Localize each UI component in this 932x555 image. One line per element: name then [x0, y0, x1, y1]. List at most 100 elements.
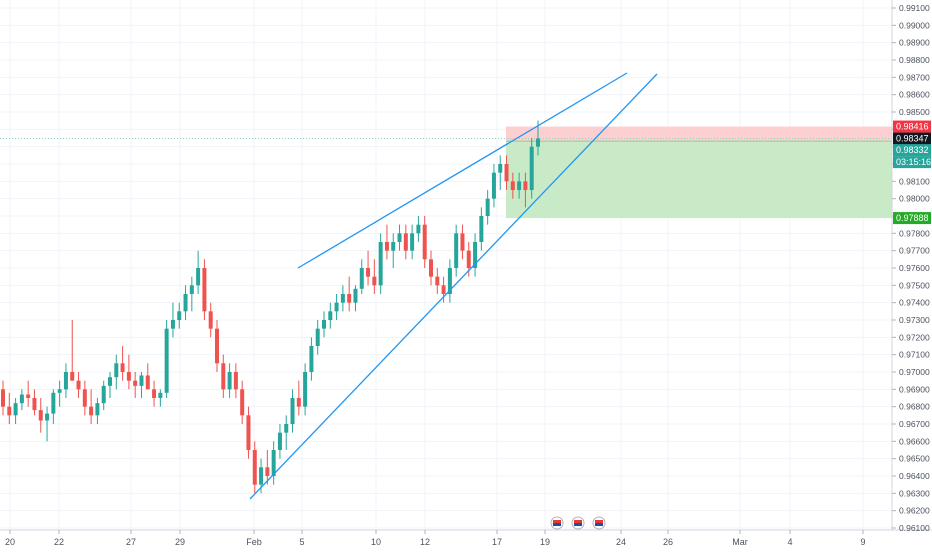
candle-body — [473, 242, 478, 268]
y-tick-label: 0.96800 — [899, 402, 930, 412]
candle — [510, 172, 515, 199]
candle-body — [466, 250, 471, 268]
candle-body — [403, 233, 408, 251]
flag-stripe-red — [574, 520, 582, 523]
candle — [391, 233, 396, 268]
candle — [309, 337, 314, 381]
y-tick-label: 0.96200 — [899, 506, 930, 516]
candle — [89, 389, 94, 424]
y-tick-label: 0.97200 — [899, 332, 930, 342]
candle-body — [139, 375, 144, 386]
x-tick-label: 19 — [540, 537, 550, 547]
y-tick-label: 0.97000 — [899, 367, 930, 377]
candle-body — [504, 164, 509, 182]
x-tick-label: 20 — [5, 537, 15, 547]
candle-body — [114, 363, 119, 378]
candle — [233, 363, 238, 398]
candle-body — [51, 392, 56, 414]
candle-body — [164, 328, 169, 393]
candle-body — [221, 363, 226, 390]
candle-body — [152, 389, 157, 398]
candle — [246, 406, 251, 459]
candle — [45, 406, 50, 442]
candle-body — [322, 320, 326, 329]
x-tick-label: 24 — [616, 537, 626, 547]
candle-body — [19, 394, 24, 404]
candle-body — [233, 372, 238, 390]
candle-body — [108, 377, 112, 386]
stop-price-tag: 0.98416 — [893, 120, 931, 133]
candle — [517, 172, 522, 199]
candle — [460, 224, 465, 260]
candle — [221, 354, 226, 398]
price-axis[interactable]: 0.99100 0.99000 0.98900 0.98800 0.98700 0.986… — [892, 3, 930, 533]
wedge-upper-trendline[interactable] — [297, 72, 628, 269]
candle-body — [101, 385, 106, 404]
candle-body — [202, 268, 207, 312]
candle — [196, 250, 201, 294]
candle-body — [422, 224, 427, 260]
candle — [271, 441, 276, 485]
y-tick-label: 0.97300 — [899, 315, 930, 325]
candle — [491, 164, 496, 208]
candle — [504, 155, 509, 190]
candle — [422, 216, 427, 268]
candle-body — [208, 311, 213, 329]
candle — [133, 372, 138, 398]
candle-body — [13, 403, 18, 416]
position-zones — [0, 126, 892, 219]
candle — [158, 389, 163, 407]
trendlines-layer[interactable] — [249, 72, 658, 500]
candle — [359, 259, 364, 294]
y-tick-label: 0.97400 — [899, 298, 930, 308]
candle-body — [196, 268, 201, 286]
candle-body — [460, 233, 465, 251]
candle-body — [227, 372, 232, 390]
candle — [63, 363, 68, 398]
flag-stripe-red — [595, 520, 603, 523]
x-tick-label: 26 — [663, 537, 673, 547]
x-tick-label: 17 — [492, 537, 502, 547]
candle-body — [126, 372, 131, 381]
x-tick-label: 9 — [860, 537, 865, 547]
event-flags[interactable] — [550, 516, 606, 530]
wedge-lower-trendline[interactable] — [249, 73, 658, 500]
candle — [322, 311, 326, 338]
target-price-tag-bg — [893, 212, 931, 225]
x-tick-label: 27 — [126, 537, 136, 547]
last-price-tag: 0.98347 — [893, 132, 931, 145]
flag-icon[interactable] — [571, 516, 585, 530]
candle-body — [372, 276, 377, 286]
candle — [277, 424, 282, 459]
candle — [183, 285, 188, 320]
candle — [353, 285, 358, 312]
y-tick-label: 0.96700 — [899, 419, 930, 429]
flag-stripe-red — [553, 520, 561, 523]
target-price-tag-label: 0.97888 — [896, 213, 929, 223]
candle — [26, 380, 31, 407]
candle-body — [454, 233, 459, 268]
candle — [454, 224, 459, 277]
candle — [108, 372, 112, 398]
candle — [101, 380, 106, 411]
candle-body — [536, 138, 540, 147]
candle — [145, 363, 150, 390]
candle-body — [366, 268, 371, 277]
flag-icon[interactable] — [550, 516, 564, 530]
flag-icon[interactable] — [592, 516, 606, 530]
candle — [529, 138, 534, 199]
candle-body — [479, 216, 484, 242]
candle-body — [1, 389, 5, 407]
time-axis[interactable]: 20 22 27 29 Feb 5 10 12 17 19 24 26 Mar 4 9 — [5, 530, 866, 547]
candle — [82, 380, 87, 416]
candle-body — [76, 380, 81, 390]
candle-body — [38, 410, 43, 421]
candle-body — [82, 389, 87, 407]
y-tick-label: 0.96400 — [899, 471, 930, 481]
candle — [208, 302, 213, 338]
y-tick-label: 0.98700 — [899, 72, 930, 82]
candle-body — [240, 389, 245, 416]
candle — [70, 320, 75, 381]
